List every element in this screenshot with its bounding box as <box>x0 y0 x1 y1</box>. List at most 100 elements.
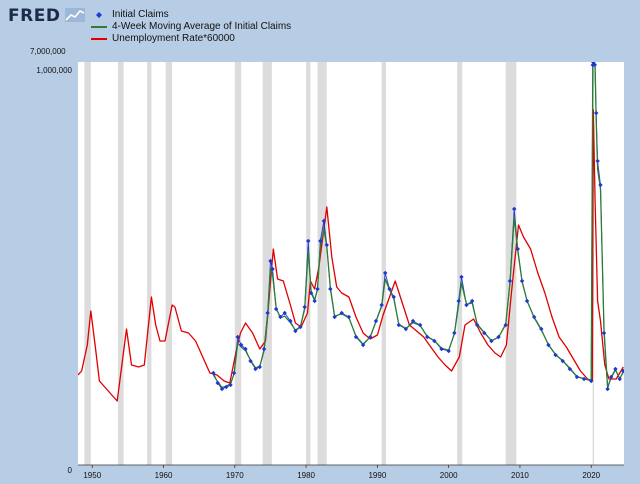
legend-label: 4-Week Moving Average of Initial Claims <box>112 21 292 32</box>
data-point-initial-claims <box>243 346 248 352</box>
data-point-initial-claims <box>288 318 293 324</box>
data-point-initial-claims <box>253 366 258 372</box>
data-point-initial-claims <box>507 278 513 284</box>
data-point-initial-claims <box>308 290 314 296</box>
data-point-initial-claims <box>282 310 287 316</box>
chart-header: FRED Initial Claims 4-Week Moving Averag… <box>0 0 640 62</box>
data-point-initial-claims <box>581 376 587 382</box>
data-point-initial-claims <box>321 218 327 224</box>
recession-band <box>306 62 311 465</box>
legend-line-marker <box>91 38 107 40</box>
legend: Initial Claims 4-Week Moving Average of … <box>90 9 291 45</box>
data-point-initial-claims <box>425 334 430 340</box>
data-point-initial-claims <box>373 318 379 324</box>
data-point-initial-claims <box>235 334 240 340</box>
data-point-initial-claims <box>446 348 451 354</box>
data-point-initial-claims <box>496 334 501 340</box>
data-point-initial-claims <box>332 314 337 320</box>
data-point-initial-claims <box>546 342 551 348</box>
data-point-initial-claims <box>553 352 558 358</box>
legend-line-marker <box>91 26 107 28</box>
data-point-initial-claims <box>383 270 388 276</box>
data-point-initial-claims <box>469 298 475 304</box>
legend-item-unemployment-rate: Unemployment Rate*60000 <box>90 33 291 45</box>
data-point-initial-claims <box>601 330 607 336</box>
data-point-initial-claims <box>519 278 525 284</box>
y-tick-label: 0 <box>68 466 73 475</box>
data-point-initial-claims <box>353 334 359 340</box>
data-point-initial-claims <box>228 382 233 388</box>
data-point-initial-claims <box>346 314 352 320</box>
recession-band <box>317 62 327 465</box>
data-point-initial-claims <box>531 314 537 320</box>
data-point-initial-claims <box>239 342 244 348</box>
data-point-initial-claims <box>215 380 220 386</box>
recession-band <box>262 62 272 465</box>
x-tick-label: 2010 <box>511 471 529 480</box>
data-point-initial-claims <box>265 310 270 316</box>
data-point-initial-claims <box>339 310 344 316</box>
data-point-initial-claims <box>595 158 600 164</box>
data-point-initial-claims <box>594 110 599 116</box>
recession-band <box>457 62 463 465</box>
data-point-initial-claims <box>224 384 229 390</box>
legend-item-moving-average: 4-Week Moving Average of Initial Claims <box>90 21 291 33</box>
data-point-initial-claims <box>315 286 320 292</box>
data-point-initial-claims <box>539 326 544 332</box>
data-point-initial-claims <box>273 306 279 312</box>
data-point-initial-claims <box>270 266 275 272</box>
data-point-initial-claims <box>293 328 298 334</box>
recession-band <box>234 62 242 465</box>
plot-background <box>78 62 624 465</box>
data-point-initial-claims <box>503 322 508 328</box>
recession-band <box>84 62 91 465</box>
data-point-initial-claims <box>432 338 437 344</box>
data-point-initial-claims <box>324 242 329 248</box>
data-point-initial-claims <box>278 314 283 320</box>
data-point-initial-claims <box>360 342 366 348</box>
legend-dot-marker <box>96 12 102 18</box>
x-tick-label: 1980 <box>297 471 315 480</box>
data-point-initial-claims <box>456 298 461 304</box>
data-point-initial-claims <box>474 322 480 328</box>
data-point-initial-claims <box>621 368 624 374</box>
data-point-initial-claims <box>605 386 610 392</box>
data-point-initial-claims <box>417 322 423 328</box>
data-point-initial-claims <box>617 376 622 382</box>
recession-band <box>381 62 386 465</box>
data-point-initial-claims <box>592 62 597 67</box>
recession-band <box>165 62 173 465</box>
data-point-initial-claims <box>379 302 384 308</box>
data-point-initial-claims <box>515 246 520 252</box>
data-point-initial-claims <box>211 370 216 376</box>
data-point-initial-claims <box>368 334 373 340</box>
y-tick-label-top: 7,000,000 <box>30 47 66 56</box>
chart-plot: 1,000,000 0 1950 1960 1970 1980 1990 2000 2010 20… <box>36 62 624 480</box>
data-point-initial-claims <box>452 330 457 336</box>
data-point-initial-claims <box>391 294 396 300</box>
data-point-initial-claims <box>439 346 444 352</box>
data-point-initial-claims <box>459 274 464 280</box>
data-point-initial-claims <box>613 366 618 372</box>
data-point-initial-claims <box>482 330 487 336</box>
data-point-initial-claims <box>248 358 253 364</box>
series-line-unemployment-rate <box>78 109 624 402</box>
data-point-initial-claims <box>574 374 580 380</box>
data-point-initial-claims <box>268 258 273 264</box>
data-point-initial-claims <box>306 238 311 244</box>
data-point-initial-claims <box>489 338 494 344</box>
legend-item-initial-claims: Initial Claims <box>90 9 291 21</box>
data-point-initial-claims <box>608 374 614 380</box>
y-tick-label: 1,000,000 <box>36 66 72 75</box>
series-group <box>78 62 624 402</box>
data-point-initial-claims <box>403 326 409 332</box>
data-point-initial-claims <box>560 358 565 364</box>
data-point-initial-claims <box>567 366 573 372</box>
x-tick-label: 1970 <box>226 471 244 480</box>
series-line-moving-average <box>212 62 624 389</box>
data-point-initial-claims <box>298 324 303 330</box>
data-point-initial-claims <box>257 364 262 370</box>
data-point-initial-claims <box>512 206 517 212</box>
data-point-initial-claims <box>589 378 594 384</box>
